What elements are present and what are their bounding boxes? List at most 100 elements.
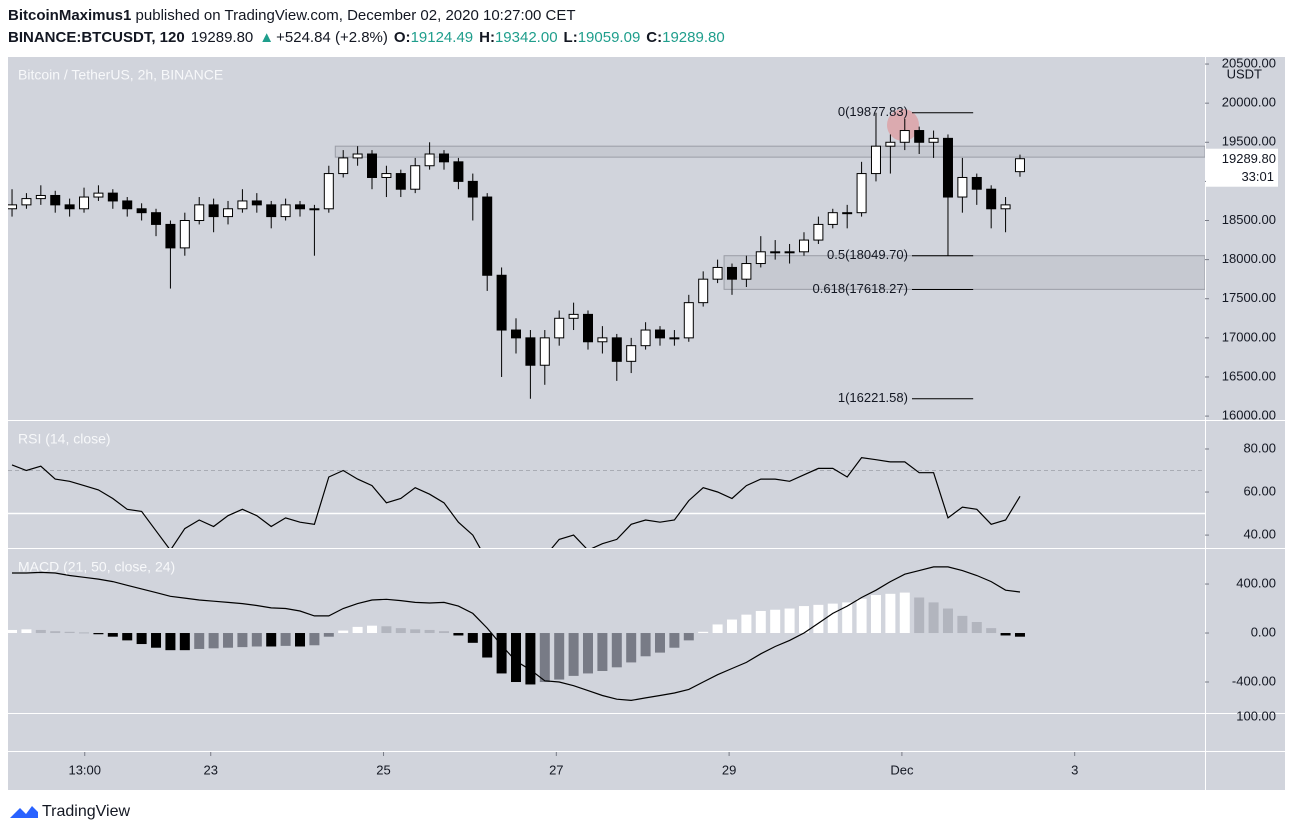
candle-body: [79, 196, 90, 210]
published: published on TradingView.com, December 0…: [136, 7, 576, 24]
histogram-bar: [755, 610, 766, 634]
price-pane: 0(19877.83) 0.5(18049.70) 0.618(17618.27) 1…: [8, 67, 1205, 405]
histogram-bar: [194, 633, 205, 649]
histogram-bar: [21, 629, 32, 634]
candle-body: [554, 317, 565, 339]
candle-body: [482, 196, 493, 276]
candle-body: [280, 204, 291, 218]
candle-body: [856, 173, 867, 214]
zone: [334, 145, 1205, 158]
histogram-bar: [568, 633, 579, 676]
x-tick-label: 13:00: [68, 762, 101, 777]
y-tick-label: -400.00: [1232, 673, 1276, 688]
histogram-bar: [798, 606, 809, 634]
candle-body: [1000, 204, 1011, 210]
candle-body: [928, 137, 939, 143]
symbol: BINANCE:BTCUSDT, 120: [8, 29, 185, 46]
y-tick-label: 400.00: [1236, 575, 1276, 590]
y-tick-label: 17500.00: [1222, 290, 1276, 305]
candle-body: [899, 130, 910, 143]
ohlc-value: 19059.09: [578, 29, 641, 46]
candle-body: [395, 173, 406, 190]
footer-logo: [10, 806, 38, 818]
histogram-bar: [827, 603, 838, 634]
change-arrow: ▲: [259, 29, 274, 46]
price-unit: USDT: [1227, 66, 1262, 81]
histogram-bar: [712, 624, 723, 634]
candle-body: [21, 198, 32, 206]
y-tick-label: 0.00: [1251, 624, 1276, 639]
histogram-bar: [928, 602, 939, 634]
footer-brand: TradingView: [42, 803, 130, 820]
histogram-bar: [582, 633, 593, 674]
histogram-bar: [971, 621, 982, 634]
histogram-bar: [367, 625, 378, 634]
countdown: 33:01: [1241, 169, 1274, 184]
y-tick-label: 80.00: [1243, 440, 1276, 455]
candle-body: [64, 204, 75, 210]
pane-title: MACD (21, 50, close, 24): [18, 559, 175, 575]
histogram-bar: [381, 626, 392, 634]
candle-body: [755, 251, 766, 265]
ohlc-label: C:: [646, 29, 662, 46]
highlight-circle: [887, 109, 919, 141]
candle-body: [784, 251, 795, 254]
candle-body: [870, 145, 881, 175]
x-tick-label: 29: [722, 762, 736, 777]
candle-body: [50, 194, 61, 206]
histogram-bar: [899, 592, 910, 634]
ohlc-value: 19289.80: [662, 29, 725, 46]
header-line-1: BitcoinMaximus1 published on TradingView…: [8, 7, 576, 24]
candle-body: [640, 329, 651, 347]
fib-label: 0(19877.83): [838, 104, 908, 119]
axes: 16000.00 16500.00 17000.00 17500.00 18000.00…: [8, 55, 1285, 790]
candle-body: [582, 313, 593, 343]
y-tick-label: 40.00: [1243, 527, 1276, 542]
candle-body: [338, 157, 349, 175]
histogram-bar: [410, 629, 421, 634]
y-tick-label: 20000.00: [1222, 95, 1276, 110]
x-tick-label: 3: [1071, 762, 1078, 777]
histogram-bar: [165, 633, 176, 651]
candle-body: [669, 337, 680, 340]
x-tick-label: 25: [376, 762, 390, 777]
candle-body: [8, 204, 18, 210]
candle-body: [914, 130, 925, 143]
candle-body: [107, 192, 118, 202]
candle-body: [626, 345, 637, 362]
histogram-bar: [323, 633, 334, 637]
histogram-bar: [554, 633, 565, 680]
pane-title: RSI (14, close): [18, 431, 111, 447]
histogram-bar: [1014, 633, 1025, 637]
candle-body: [525, 337, 536, 366]
candle-body: [496, 274, 507, 331]
histogram-bar: [626, 633, 637, 663]
candle-body: [568, 313, 579, 319]
last-price-tag: [1206, 148, 1278, 187]
candle-body: [726, 266, 737, 280]
histogram-bar: [223, 633, 234, 648]
histogram-bar: [525, 633, 536, 685]
candle-body: [971, 176, 982, 190]
logo-shape: [10, 806, 38, 818]
histogram-bar: [439, 631, 450, 634]
extra-pane-label: 100.00: [1236, 708, 1276, 723]
candle-body: [410, 165, 421, 190]
candle-body: [712, 266, 723, 280]
histogram-bar: [914, 597, 925, 634]
histogram-bar: [741, 614, 752, 634]
candle-body: [798, 239, 809, 253]
y-tick-label: 20500.00: [1222, 55, 1276, 70]
histogram-bar: [424, 629, 435, 634]
candle-body: [439, 153, 450, 163]
candle-body: [741, 263, 752, 280]
candle-body: [698, 278, 709, 304]
candle-body: [223, 208, 234, 218]
histogram-bar: [179, 633, 190, 651]
candle-body: [136, 208, 147, 214]
histogram-bar: [597, 633, 608, 671]
candle-body: [194, 204, 205, 222]
ohlc-label: H:: [479, 29, 495, 46]
histogram-bar: [813, 604, 824, 634]
author: BitcoinMaximus1: [8, 7, 131, 24]
